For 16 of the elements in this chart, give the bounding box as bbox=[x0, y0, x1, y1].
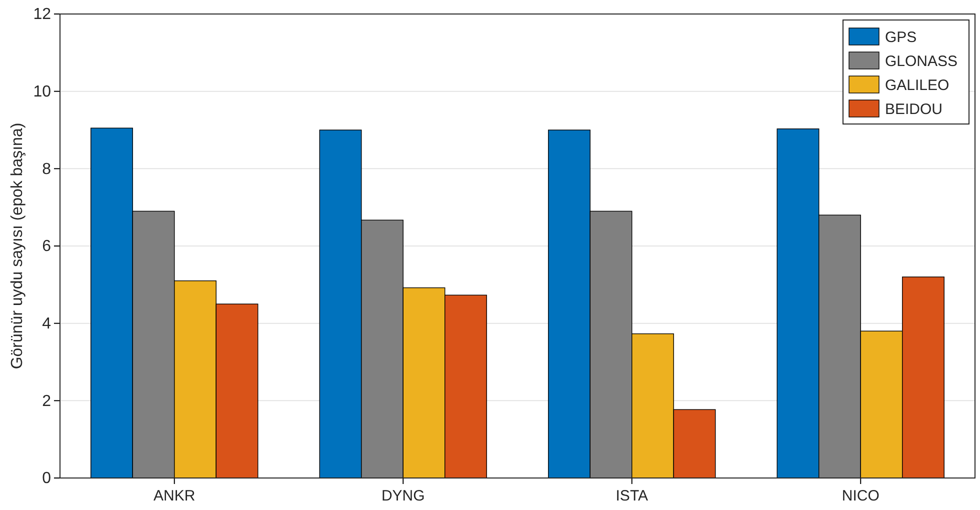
x-tick-label: DYNG bbox=[381, 488, 425, 504]
y-tick-label: 6 bbox=[42, 238, 52, 256]
legend-label: GPS bbox=[885, 29, 917, 46]
y-tick-label: 2 bbox=[42, 392, 52, 410]
legend-label: GALILEO bbox=[885, 77, 950, 94]
y-tick-label: 10 bbox=[33, 83, 52, 100]
legend-label: BEIDOU bbox=[885, 101, 943, 118]
x-tick-label: NICO bbox=[842, 488, 880, 504]
y-axis-title: Görünür uydu sayısı (epok başına) bbox=[9, 122, 26, 370]
y-tick-label: 12 bbox=[33, 6, 52, 24]
x-tick-label: ANKR bbox=[154, 488, 196, 504]
y-tick-label: 4 bbox=[42, 315, 52, 332]
x-tick-label: ISTA bbox=[616, 488, 648, 504]
legend-label: GLONASS bbox=[885, 53, 958, 70]
y-tick-label: 0 bbox=[42, 470, 52, 488]
y-tick-label: 8 bbox=[42, 160, 52, 178]
